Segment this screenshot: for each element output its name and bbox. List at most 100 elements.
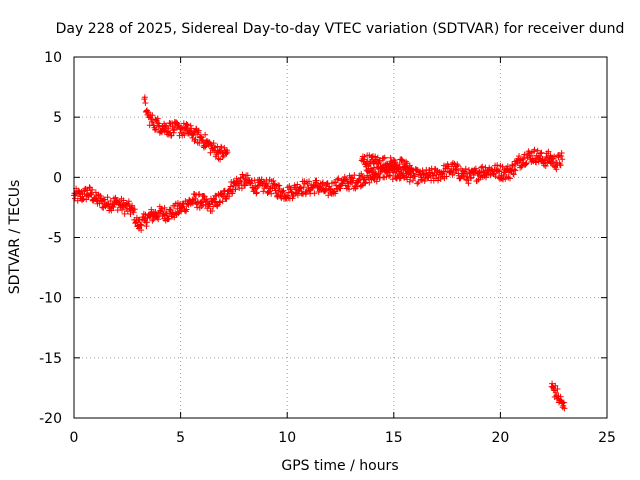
data-point [152, 126, 159, 133]
data-point [184, 122, 191, 129]
data-point [527, 152, 534, 159]
data-point [465, 180, 472, 187]
data-point [416, 168, 423, 175]
data-point [279, 188, 286, 195]
data-point [242, 175, 249, 182]
chart-title: Day 228 of 2025, Sidereal Day-to-day VTE… [56, 21, 625, 37]
data-point [454, 162, 461, 169]
data-point [552, 382, 559, 389]
data-point [435, 177, 442, 184]
data-point [406, 162, 413, 169]
data-point [136, 216, 143, 223]
data-point [216, 199, 223, 206]
data-point [287, 186, 294, 193]
data-point [170, 129, 177, 136]
series-hour-13-16-segment [358, 152, 414, 177]
data-point [392, 159, 399, 166]
data-point [407, 165, 414, 172]
data-point [470, 172, 477, 179]
data-point [522, 161, 529, 168]
data-point [156, 122, 163, 129]
data-point [452, 166, 459, 173]
grid-layer [74, 57, 607, 418]
y-tick-label: -15 [39, 351, 62, 367]
data-point [551, 153, 558, 160]
data-point [381, 154, 388, 161]
data-point [445, 163, 452, 170]
data-point [178, 124, 185, 131]
data-point [187, 122, 194, 129]
data-point [531, 146, 538, 153]
data-point [319, 179, 326, 186]
data-point [557, 162, 564, 169]
data-point [87, 191, 94, 198]
data-point [447, 168, 454, 175]
data-point [509, 162, 516, 169]
data-point [125, 200, 132, 207]
data-point [545, 148, 552, 155]
y-tick-label: 5 [53, 110, 62, 126]
data-point [99, 204, 106, 211]
data-point [280, 187, 287, 194]
data-point [206, 201, 213, 208]
data-point [542, 163, 549, 170]
data-point [141, 94, 148, 101]
data-point [288, 188, 295, 195]
data-point [560, 402, 567, 409]
data-point [265, 180, 272, 187]
data-point [124, 202, 131, 209]
data-point [155, 216, 162, 223]
x-tick-label: 0 [70, 430, 79, 446]
data-point [351, 172, 358, 179]
data-point [549, 383, 556, 390]
data-point [464, 177, 471, 184]
data-point [325, 192, 332, 199]
data-point [138, 222, 145, 229]
data-point [294, 192, 301, 199]
data-point [360, 156, 367, 163]
data-point [387, 172, 394, 179]
data-point [229, 186, 236, 193]
data-point [516, 158, 523, 165]
data-point [549, 380, 556, 387]
data-point [244, 172, 251, 179]
data-point [89, 186, 96, 193]
data-point [170, 127, 177, 134]
data-point [420, 172, 427, 179]
data-point [533, 159, 540, 166]
data-point [219, 198, 226, 205]
data-point [298, 185, 305, 192]
data-point [465, 166, 472, 173]
data-point [476, 168, 483, 175]
data-point [509, 161, 516, 168]
data-point [462, 165, 469, 172]
data-point [453, 167, 460, 174]
data-point [412, 173, 419, 180]
data-point [558, 152, 565, 159]
data-point [358, 182, 365, 189]
data-point [227, 183, 234, 190]
data-point [108, 207, 115, 214]
data-point [366, 179, 373, 186]
data-point [398, 156, 405, 163]
data-point [118, 206, 125, 213]
data-point [270, 177, 277, 184]
x-tick-label: 5 [176, 430, 185, 446]
data-point [104, 194, 111, 201]
data-point [519, 156, 526, 163]
data-point [171, 126, 178, 133]
series-main-trace [71, 146, 566, 234]
data-point [165, 125, 172, 132]
data-point [521, 151, 528, 158]
data-point [337, 185, 344, 192]
data-point [189, 134, 196, 141]
data-point [492, 173, 499, 180]
data-point [468, 175, 475, 182]
y-tick-label: -20 [39, 411, 62, 427]
data-point [560, 399, 567, 406]
data-point [557, 393, 564, 400]
data-point [516, 153, 523, 160]
y-tick-label: -5 [48, 231, 62, 247]
data-point [129, 202, 136, 209]
